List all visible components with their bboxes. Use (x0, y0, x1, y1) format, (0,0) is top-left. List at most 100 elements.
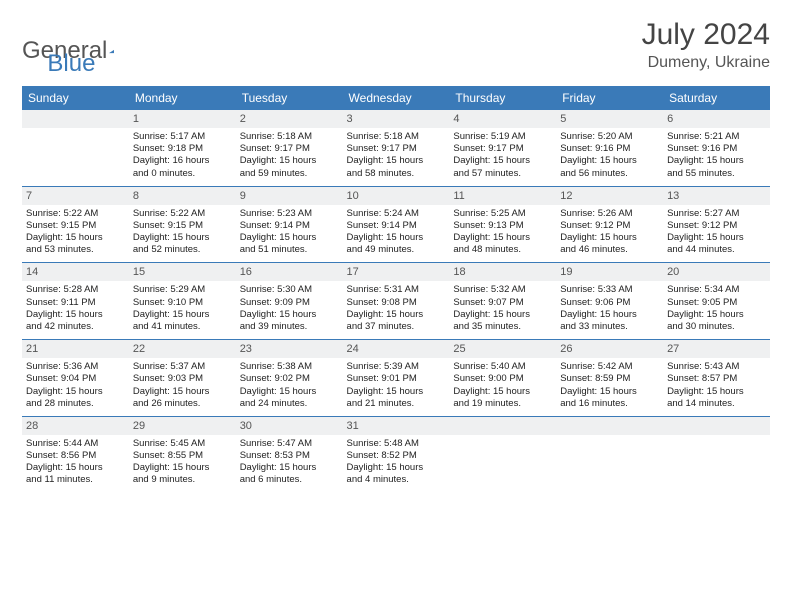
calendar-day-cell: 31Sunrise: 5:48 AMSunset: 8:52 PMDayligh… (343, 416, 450, 492)
month-title: July 2024 (642, 18, 770, 52)
calendar-day-cell (556, 416, 663, 492)
daylight-text-1: Daylight: 15 hours (26, 232, 125, 244)
sunrise-text: Sunrise: 5:27 AM (667, 208, 766, 220)
sunrise-text: Sunrise: 5:18 AM (347, 131, 446, 143)
daylight-text-2: and 48 minutes. (453, 244, 552, 256)
sunset-text: Sunset: 9:06 PM (560, 297, 659, 309)
daylight-text-1: Daylight: 15 hours (240, 155, 339, 167)
calendar-day-cell: 17Sunrise: 5:31 AMSunset: 9:08 PMDayligh… (343, 263, 450, 340)
daylight-text-2: and 9 minutes. (133, 474, 232, 486)
weekday-header: Tuesday (236, 86, 343, 110)
sunset-text: Sunset: 9:17 PM (453, 143, 552, 155)
day-number: 25 (449, 340, 556, 358)
daylight-text-2: and 26 minutes. (133, 398, 232, 410)
sunrise-text: Sunrise: 5:23 AM (240, 208, 339, 220)
day-number: 22 (129, 340, 236, 358)
daylight-text-2: and 16 minutes. (560, 398, 659, 410)
day-number: 4 (449, 110, 556, 128)
daylight-text-1: Daylight: 15 hours (667, 232, 766, 244)
sunrise-text: Sunrise: 5:45 AM (133, 438, 232, 450)
sunrise-text: Sunrise: 5:18 AM (240, 131, 339, 143)
day-number: 6 (663, 110, 770, 128)
weekday-header: Sunday (22, 86, 129, 110)
daylight-text-1: Daylight: 15 hours (347, 462, 446, 474)
sunset-text: Sunset: 8:59 PM (560, 373, 659, 385)
daylight-text-1: Daylight: 15 hours (560, 232, 659, 244)
daylight-text-2: and 11 minutes. (26, 474, 125, 486)
calendar-day-cell: 19Sunrise: 5:33 AMSunset: 9:06 PMDayligh… (556, 263, 663, 340)
daylight-text-1: Daylight: 15 hours (453, 232, 552, 244)
daylight-text-2: and 33 minutes. (560, 321, 659, 333)
sunrise-text: Sunrise: 5:36 AM (26, 361, 125, 373)
daylight-text-2: and 55 minutes. (667, 168, 766, 180)
day-number: 5 (556, 110, 663, 128)
sunrise-text: Sunrise: 5:22 AM (26, 208, 125, 220)
daylight-text-1: Daylight: 15 hours (240, 232, 339, 244)
sunset-text: Sunset: 9:05 PM (667, 297, 766, 309)
day-number: 30 (236, 417, 343, 435)
sunrise-text: Sunrise: 5:19 AM (453, 131, 552, 143)
sunset-text: Sunset: 9:13 PM (453, 220, 552, 232)
daylight-text-1: Daylight: 15 hours (560, 386, 659, 398)
daylight-text-1: Daylight: 15 hours (453, 155, 552, 167)
calendar-day-cell: 7Sunrise: 5:22 AMSunset: 9:15 PMDaylight… (22, 186, 129, 263)
daylight-text-2: and 14 minutes. (667, 398, 766, 410)
day-number (22, 110, 129, 128)
sunrise-text: Sunrise: 5:21 AM (667, 131, 766, 143)
sunset-text: Sunset: 9:17 PM (240, 143, 339, 155)
calendar-day-cell: 30Sunrise: 5:47 AMSunset: 8:53 PMDayligh… (236, 416, 343, 492)
daylight-text-2: and 37 minutes. (347, 321, 446, 333)
day-number (449, 417, 556, 435)
weekday-header: Wednesday (343, 86, 450, 110)
sunrise-text: Sunrise: 5:29 AM (133, 284, 232, 296)
calendar-day-cell: 6Sunrise: 5:21 AMSunset: 9:16 PMDaylight… (663, 110, 770, 186)
day-number: 8 (129, 187, 236, 205)
daylight-text-1: Daylight: 15 hours (26, 309, 125, 321)
daylight-text-2: and 19 minutes. (453, 398, 552, 410)
daylight-text-2: and 51 minutes. (240, 244, 339, 256)
location: Dumeny, Ukraine (642, 54, 770, 72)
sunset-text: Sunset: 9:16 PM (560, 143, 659, 155)
sunset-text: Sunset: 9:00 PM (453, 373, 552, 385)
sunset-text: Sunset: 8:56 PM (26, 450, 125, 462)
calendar-day-cell: 12Sunrise: 5:26 AMSunset: 9:12 PMDayligh… (556, 186, 663, 263)
sunset-text: Sunset: 9:10 PM (133, 297, 232, 309)
day-number: 24 (343, 340, 450, 358)
weekday-header: Thursday (449, 86, 556, 110)
daylight-text-2: and 28 minutes. (26, 398, 125, 410)
calendar-day-cell: 3Sunrise: 5:18 AMSunset: 9:17 PMDaylight… (343, 110, 450, 186)
day-number: 17 (343, 263, 450, 281)
sunset-text: Sunset: 8:52 PM (347, 450, 446, 462)
logo-text-part2: Blue (47, 50, 95, 78)
sunset-text: Sunset: 9:08 PM (347, 297, 446, 309)
day-number (663, 417, 770, 435)
daylight-text-1: Daylight: 15 hours (26, 462, 125, 474)
daylight-text-1: Daylight: 15 hours (453, 386, 552, 398)
daylight-text-1: Daylight: 15 hours (133, 462, 232, 474)
calendar-day-cell: 27Sunrise: 5:43 AMSunset: 8:57 PMDayligh… (663, 340, 770, 417)
calendar-day-cell: 25Sunrise: 5:40 AMSunset: 9:00 PMDayligh… (449, 340, 556, 417)
daylight-text-2: and 44 minutes. (667, 244, 766, 256)
daylight-text-2: and 59 minutes. (240, 168, 339, 180)
sunset-text: Sunset: 9:07 PM (453, 297, 552, 309)
calendar-day-cell: 11Sunrise: 5:25 AMSunset: 9:13 PMDayligh… (449, 186, 556, 263)
daylight-text-2: and 24 minutes. (240, 398, 339, 410)
daylight-text-1: Daylight: 15 hours (560, 309, 659, 321)
day-number: 18 (449, 263, 556, 281)
day-number: 29 (129, 417, 236, 435)
calendar-day-cell: 14Sunrise: 5:28 AMSunset: 9:11 PMDayligh… (22, 263, 129, 340)
sunrise-text: Sunrise: 5:34 AM (667, 284, 766, 296)
calendar-day-cell: 29Sunrise: 5:45 AMSunset: 8:55 PMDayligh… (129, 416, 236, 492)
calendar-day-cell: 18Sunrise: 5:32 AMSunset: 9:07 PMDayligh… (449, 263, 556, 340)
calendar-week-row: 21Sunrise: 5:36 AMSunset: 9:04 PMDayligh… (22, 340, 770, 417)
daylight-text-1: Daylight: 15 hours (667, 386, 766, 398)
daylight-text-2: and 39 minutes. (240, 321, 339, 333)
sunset-text: Sunset: 9:09 PM (240, 297, 339, 309)
calendar-day-cell: 22Sunrise: 5:37 AMSunset: 9:03 PMDayligh… (129, 340, 236, 417)
daylight-text-1: Daylight: 15 hours (240, 309, 339, 321)
calendar-day-cell (663, 416, 770, 492)
sunset-text: Sunset: 9:14 PM (347, 220, 446, 232)
calendar-week-row: 14Sunrise: 5:28 AMSunset: 9:11 PMDayligh… (22, 263, 770, 340)
daylight-text-2: and 49 minutes. (347, 244, 446, 256)
sunrise-text: Sunrise: 5:24 AM (347, 208, 446, 220)
